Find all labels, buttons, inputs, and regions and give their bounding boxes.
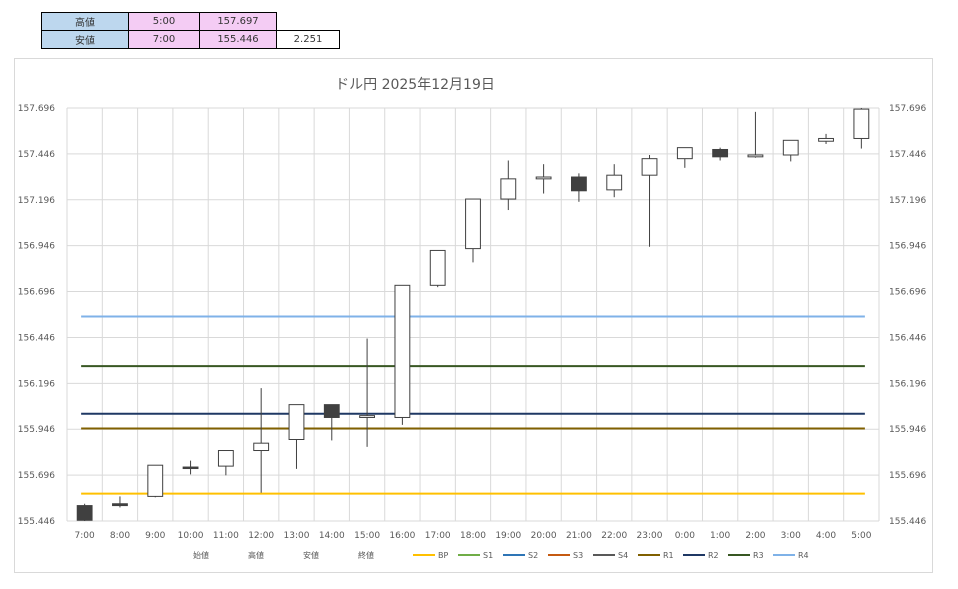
x-tick-label: 2:00 <box>745 531 765 541</box>
y-tick-label-right: 157.196 <box>889 196 926 206</box>
x-tick-label: 8:00 <box>110 531 130 541</box>
x-tick-label: 19:00 <box>495 531 521 541</box>
y-tick-label-left: 155.696 <box>18 471 55 481</box>
candle-body <box>147 464 164 497</box>
y-tick-label-right: 156.946 <box>889 242 926 252</box>
x-tick-label: 10:00 <box>178 531 204 541</box>
y-tick-label-left: 156.696 <box>18 288 55 298</box>
y-tick-label-right: 155.446 <box>889 517 926 527</box>
candle-body <box>818 137 834 142</box>
high-low-summary-table: 高値 5:00 157.697 安値 7:00 155.446 2.251 <box>41 12 340 49</box>
low-value: 155.446 <box>199 30 277 49</box>
x-tick-label: 4:00 <box>816 531 836 541</box>
candle-body <box>359 415 376 418</box>
high-label: 高値 <box>41 12 129 31</box>
candle-body <box>288 404 305 441</box>
legend-label-r2: R2 <box>708 551 719 560</box>
empty-cell <box>277 13 340 31</box>
x-tick-label: 17:00 <box>425 531 451 541</box>
candle-body <box>606 174 623 191</box>
x-tick-label: 5:00 <box>851 531 871 541</box>
candle-body <box>535 176 552 180</box>
y-tick-label-left: 157.196 <box>18 196 55 206</box>
x-tick-label: 3:00 <box>781 531 801 541</box>
legend-label-s1: S1 <box>483 551 493 560</box>
x-tick-label: 14:00 <box>319 531 345 541</box>
y-tick-label-right: 157.446 <box>889 150 926 160</box>
chart-area: ドル円 2025年12月19日 157.696 157.696 157.446 157.… <box>14 58 933 573</box>
y-tick-label-left: 156.946 <box>18 242 55 252</box>
legend-label: 終値 <box>358 550 374 560</box>
x-tick-label: 23:00 <box>637 531 663 541</box>
range-value: 2.251 <box>276 30 340 49</box>
candle-body <box>676 147 693 160</box>
candle-body <box>853 108 870 139</box>
x-tick-label: 9:00 <box>145 531 165 541</box>
candlestick-chart: ドル円 2025年12月19日 157.696 157.696 157.446 157.… <box>18 77 927 560</box>
candle-body <box>253 442 270 452</box>
candle-body <box>782 139 799 156</box>
candle-body <box>465 198 481 250</box>
candle-body <box>747 154 764 158</box>
legend-label-bp: BP <box>438 551 448 560</box>
legend-label: 高値 <box>248 550 264 560</box>
candle-body <box>712 148 729 158</box>
high-row: 高値 5:00 157.697 <box>41 12 340 31</box>
y-tick-label-left: 155.946 <box>18 425 55 435</box>
candle-body <box>641 158 658 176</box>
legend-label-r1: R1 <box>663 551 674 560</box>
x-tick-label: 21:00 <box>566 531 592 541</box>
x-tick-label: 1:00 <box>710 531 730 541</box>
x-tick-label: 22:00 <box>601 531 627 541</box>
y-tick-label-right: 157.696 <box>889 104 926 114</box>
x-tick-label: 18:00 <box>460 531 486 541</box>
y-tick-label-right: 155.696 <box>889 471 926 481</box>
low-row: 安値 7:00 155.446 2.251 <box>41 30 340 49</box>
x-tick-label: 13:00 <box>284 531 310 541</box>
x-tick-label: 12:00 <box>248 531 274 541</box>
candle-body <box>394 284 411 418</box>
legend-label: 安値 <box>303 550 319 560</box>
candle-body <box>570 176 587 192</box>
candle-body <box>323 404 340 418</box>
x-tick-label: 20:00 <box>531 531 557 541</box>
y-tick-label-right: 156.446 <box>889 333 926 343</box>
legend-label-s4: S4 <box>618 551 628 560</box>
y-tick-label-right: 156.196 <box>889 379 926 389</box>
x-tick-label: 0:00 <box>675 531 695 541</box>
high-time: 5:00 <box>128 12 200 31</box>
y-tick-label-left: 156.446 <box>18 333 55 343</box>
y-tick-label-left: 156.196 <box>18 379 55 389</box>
candle-body <box>112 503 128 507</box>
chart-title: ドル円 2025年12月19日 <box>335 77 495 93</box>
x-tick-label: 16:00 <box>389 531 415 541</box>
candle-body <box>76 505 93 521</box>
legend-label-r4: R4 <box>798 551 809 560</box>
legend-label: 始値 <box>193 550 209 560</box>
x-tick-label: 7:00 <box>75 531 95 541</box>
candle-body <box>217 450 234 467</box>
low-time: 7:00 <box>128 30 200 49</box>
legend-label-s3: S3 <box>573 551 583 560</box>
x-tick-label: 11:00 <box>213 531 239 541</box>
y-tick-label-left: 157.696 <box>18 104 55 114</box>
y-tick-label-right: 156.696 <box>889 288 926 298</box>
y-tick-label-left: 155.446 <box>18 517 55 527</box>
candle-body <box>429 249 446 286</box>
y-tick-label-left: 157.446 <box>18 150 55 160</box>
low-label: 安値 <box>41 30 129 49</box>
candle-body <box>182 466 199 470</box>
candle-body <box>500 178 517 200</box>
legend-label-r3: R3 <box>753 551 764 560</box>
legend-label-s2: S2 <box>528 551 538 560</box>
y-tick-label-right: 155.946 <box>889 425 926 435</box>
x-tick-label: 15:00 <box>354 531 380 541</box>
high-value: 157.697 <box>199 12 277 31</box>
